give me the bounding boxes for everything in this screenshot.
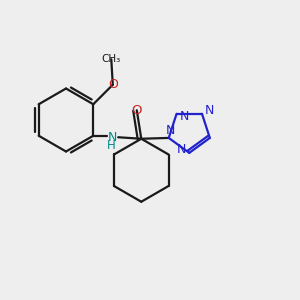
Text: H: H <box>107 139 116 152</box>
Text: N: N <box>177 143 187 156</box>
Text: CH₃: CH₃ <box>102 54 121 64</box>
Text: N: N <box>205 104 214 117</box>
Text: N: N <box>108 131 118 144</box>
Text: O: O <box>131 104 142 117</box>
Text: N: N <box>166 124 175 137</box>
Text: O: O <box>108 78 118 91</box>
Text: N: N <box>179 110 189 123</box>
